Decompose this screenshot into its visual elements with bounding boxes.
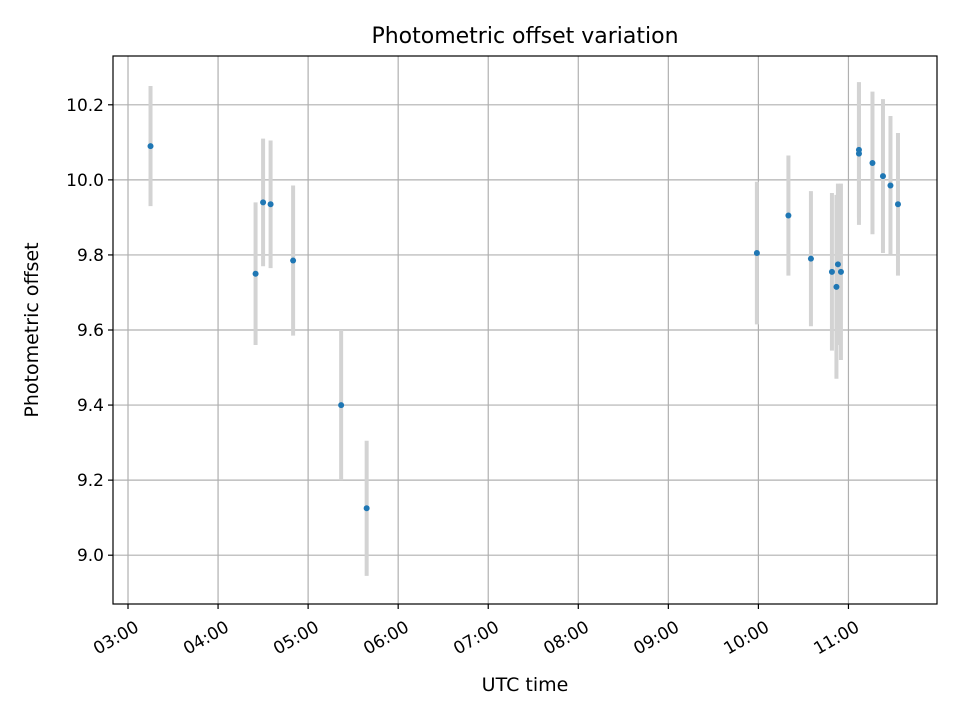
x-axis-label: UTC time — [482, 674, 569, 696]
x-tick-label: 06:00 — [360, 617, 412, 659]
data-point — [869, 159, 876, 166]
data-point — [833, 283, 840, 290]
data-point — [753, 250, 760, 257]
data-point — [338, 402, 345, 409]
data-point — [267, 201, 274, 208]
x-axis: 03:00 04:00 05:00 06:00 07:00 08:00 09:00 10:00… — [90, 604, 863, 659]
data-points — [147, 143, 901, 512]
x-tick-label: 11:00 — [811, 617, 863, 659]
y-axis: 9.0 9.2 9.4 9.6 9.8 10.0 10.2 — [66, 96, 113, 566]
y-tick-label: 9.2 — [77, 471, 104, 491]
data-point — [785, 212, 792, 219]
y-tick-label: 9.4 — [77, 396, 104, 416]
x-tick-label: 05:00 — [270, 617, 322, 659]
x-tick-label: 07:00 — [450, 617, 502, 659]
y-tick-label: 10.0 — [66, 171, 104, 191]
x-tick-label: 09:00 — [630, 617, 682, 659]
y-tick-label: 9.6 — [77, 321, 104, 341]
x-tick-label: 08:00 — [540, 617, 592, 659]
y-axis-label: Photometric offset — [21, 242, 43, 417]
data-point — [807, 255, 814, 262]
chart-title: Photometric offset variation — [371, 24, 678, 49]
data-point — [879, 173, 886, 180]
data-point — [363, 505, 370, 512]
data-point — [855, 150, 862, 157]
data-point — [260, 199, 267, 206]
data-point — [834, 261, 841, 268]
y-tick-label: 9.8 — [77, 246, 104, 266]
data-point — [252, 270, 259, 277]
data-point — [887, 182, 894, 189]
x-tick-label: 03:00 — [90, 617, 142, 659]
data-point — [837, 268, 844, 275]
y-tick-label: 9.0 — [77, 546, 104, 566]
grid — [113, 56, 937, 604]
x-tick-label: 10:00 — [720, 617, 772, 659]
x-tick-label: 04:00 — [180, 617, 232, 659]
y-tick-label: 10.2 — [66, 96, 104, 116]
data-point — [894, 201, 901, 208]
error-bars — [148, 82, 900, 576]
data-point — [290, 257, 297, 264]
data-point — [828, 268, 835, 275]
data-point — [147, 143, 154, 150]
